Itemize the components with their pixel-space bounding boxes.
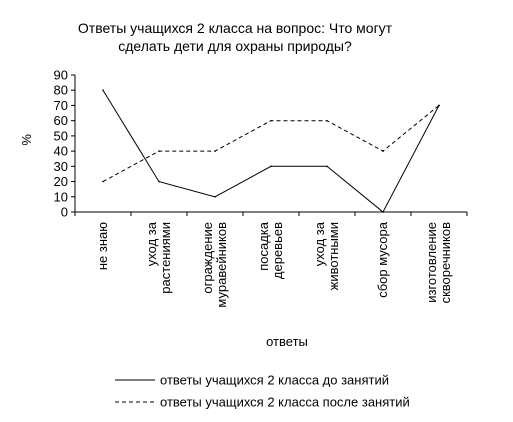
y-tick-label: 70 xyxy=(54,98,68,113)
y-tick-label: 0 xyxy=(61,205,68,220)
x-tick-label: не знаю xyxy=(95,222,110,270)
data-point xyxy=(382,150,384,152)
x-tick-label: уход за xyxy=(312,221,327,266)
y-tick-label: 50 xyxy=(54,128,68,143)
data-point xyxy=(214,195,216,198)
y-axis-title: % xyxy=(19,134,34,146)
data-point xyxy=(158,150,160,152)
series-line-2 xyxy=(102,105,440,183)
chart-title-line: сделать дети для охраны природы? xyxy=(118,38,352,54)
y-tick-label: 40 xyxy=(54,144,68,159)
x-tick-label: муравейников xyxy=(214,222,229,308)
legend-label-2: ответы учащихся 2 класса после занятий xyxy=(160,395,410,410)
chart-title: Ответы учащихся 2 класса на вопрос: Что … xyxy=(78,20,393,54)
data-point xyxy=(270,119,272,122)
y-tick-label: 80 xyxy=(54,83,68,98)
x-tick-label: деревьев xyxy=(270,222,285,279)
x-tick-label: изготовление xyxy=(424,222,439,303)
x-tick-label: скворечников xyxy=(438,222,453,303)
x-tick-label: уход за xyxy=(144,221,159,266)
y-tick-label: 30 xyxy=(54,159,68,174)
series-line-1 xyxy=(102,89,440,213)
y-tick-label: 20 xyxy=(54,174,68,189)
y-tick-label: 90 xyxy=(54,68,68,83)
data-point xyxy=(214,150,216,152)
data-point xyxy=(270,165,272,168)
data-point xyxy=(326,165,328,168)
x-axis-title: ответы xyxy=(266,334,308,349)
data-point xyxy=(438,104,440,107)
y-tick-label: 10 xyxy=(54,189,68,204)
y-tick-label: 60 xyxy=(54,113,68,128)
x-tick-label: сбор мусора xyxy=(375,221,390,298)
data-point xyxy=(382,211,384,213)
data-point xyxy=(158,180,160,183)
x-tick-label: животными xyxy=(326,222,341,290)
chart-title-line: Ответы учащихся 2 класса на вопрос: Что … xyxy=(78,20,393,36)
legend-label-1: ответы учащихся 2 класса до занятий xyxy=(160,373,389,388)
data-point xyxy=(102,89,104,92)
x-tick-label: ограждение xyxy=(200,222,215,294)
data-point xyxy=(102,180,104,183)
legend: ответы учащихся 2 класса до занятий ответ… xyxy=(115,373,410,410)
x-tick-label: растениями xyxy=(158,222,173,294)
x-tick-label: посадка xyxy=(256,221,271,271)
data-point xyxy=(326,119,328,122)
